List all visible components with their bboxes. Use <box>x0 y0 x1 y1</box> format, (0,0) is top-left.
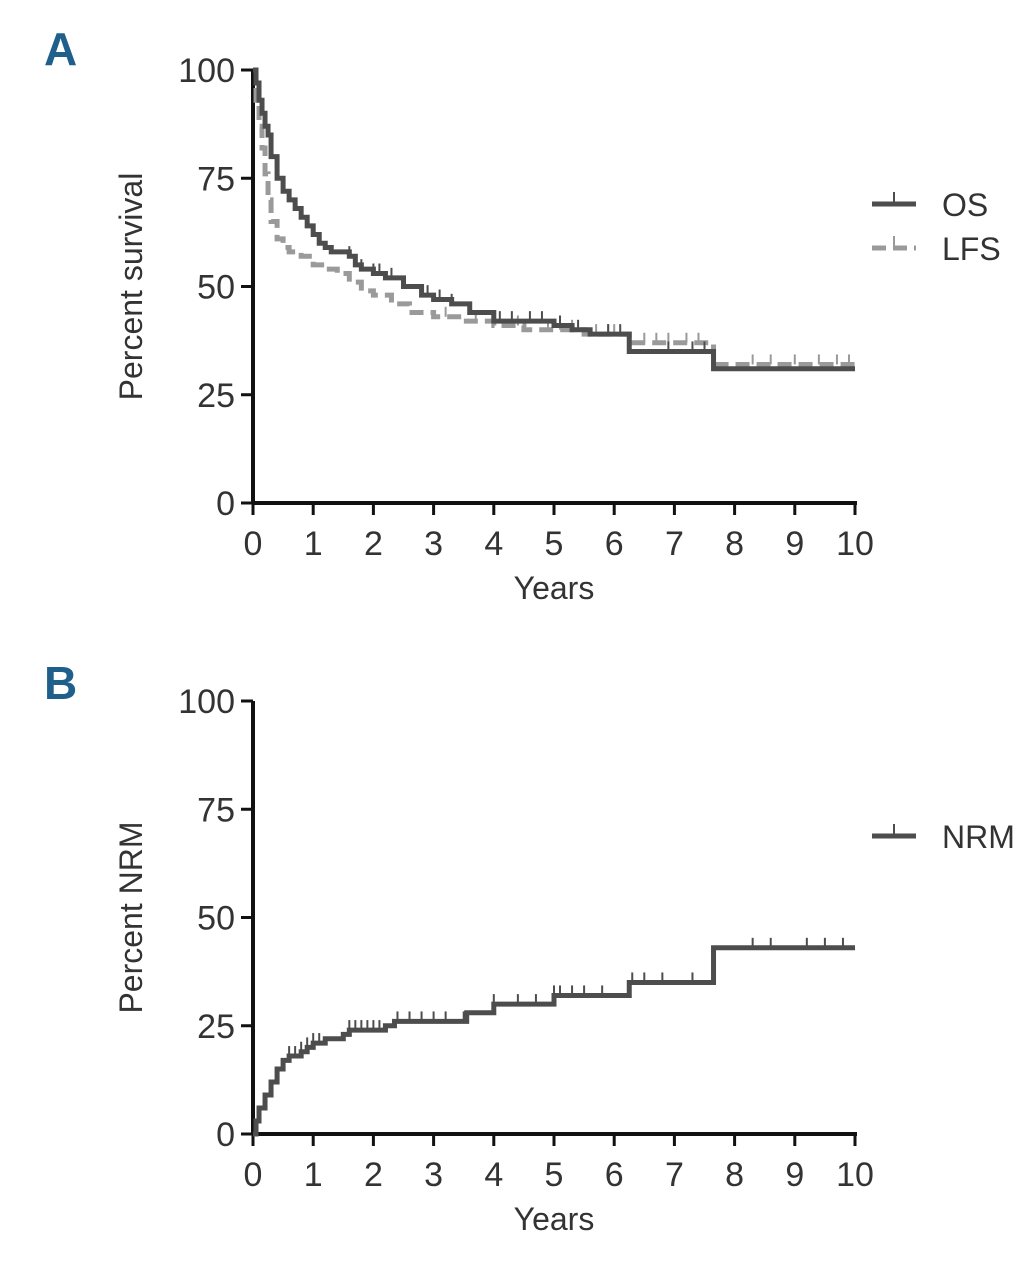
x-tick-label: 10 <box>836 525 874 563</box>
x-axis-title: Years <box>514 570 595 606</box>
x-tick-label: 5 <box>545 1156 564 1194</box>
x-tick-label: 3 <box>424 1156 443 1194</box>
x-tick-label: 4 <box>484 525 503 563</box>
x-tick-label: 1 <box>304 1156 323 1194</box>
x-tick-label: 8 <box>725 1156 744 1194</box>
y-tick-label: 100 <box>178 52 235 90</box>
x-tick-label: 8 <box>725 525 744 563</box>
series-line-lfs <box>253 67 855 367</box>
y-tick-label: 75 <box>197 160 235 198</box>
chart-panel-a: 0 25 50 75 100 0 1 2 3 4 5 6 7 8 9 10 Years Percent survi… <box>113 52 1001 606</box>
y-tick-label: 0 <box>216 485 235 523</box>
panel-label-b: B <box>44 657 78 709</box>
y-axis-title: Percent NRM <box>113 821 149 1013</box>
x-tick-label: 10 <box>836 1156 874 1194</box>
legend-label-os: OS <box>942 187 988 223</box>
y-axis-title: Percent survival <box>113 173 149 401</box>
y-tick-label: 50 <box>197 269 235 307</box>
y-tick-label: 50 <box>197 900 235 938</box>
x-tick-label: 0 <box>244 1156 263 1194</box>
legend-label-lfs: LFS <box>942 231 1001 267</box>
panel-label-a: A <box>44 23 78 75</box>
series-line-os <box>253 67 855 372</box>
x-tick-label: 4 <box>484 1156 503 1194</box>
y-tick-label: 25 <box>197 377 235 415</box>
x-tick-label: 2 <box>364 525 383 563</box>
legend-label-nrm: NRM <box>942 819 1015 855</box>
x-tick-label: 1 <box>304 525 323 563</box>
x-tick-label: 5 <box>545 525 564 563</box>
x-tick-label: 2 <box>364 1156 383 1194</box>
y-tick-label: 75 <box>197 791 235 829</box>
x-tick-label: 6 <box>605 1156 624 1194</box>
x-tick-label: 0 <box>244 525 263 563</box>
series-line-nrm <box>253 945 855 1137</box>
chart-panel-b: 0 25 50 75 100 0 1 2 3 4 5 6 7 8 9 10 Years Percent NRM NR… <box>113 683 1015 1237</box>
x-tick-label: 9 <box>785 1156 804 1194</box>
y-tick-label: 0 <box>216 1116 235 1154</box>
x-tick-label: 3 <box>424 525 443 563</box>
x-tick-label: 6 <box>605 525 624 563</box>
x-tick-label: 7 <box>665 525 684 563</box>
x-tick-label: 9 <box>785 525 804 563</box>
y-tick-label: 100 <box>178 683 235 721</box>
x-axis-title: Years <box>514 1201 595 1237</box>
x-tick-label: 7 <box>665 1156 684 1194</box>
y-tick-label: 25 <box>197 1008 235 1046</box>
